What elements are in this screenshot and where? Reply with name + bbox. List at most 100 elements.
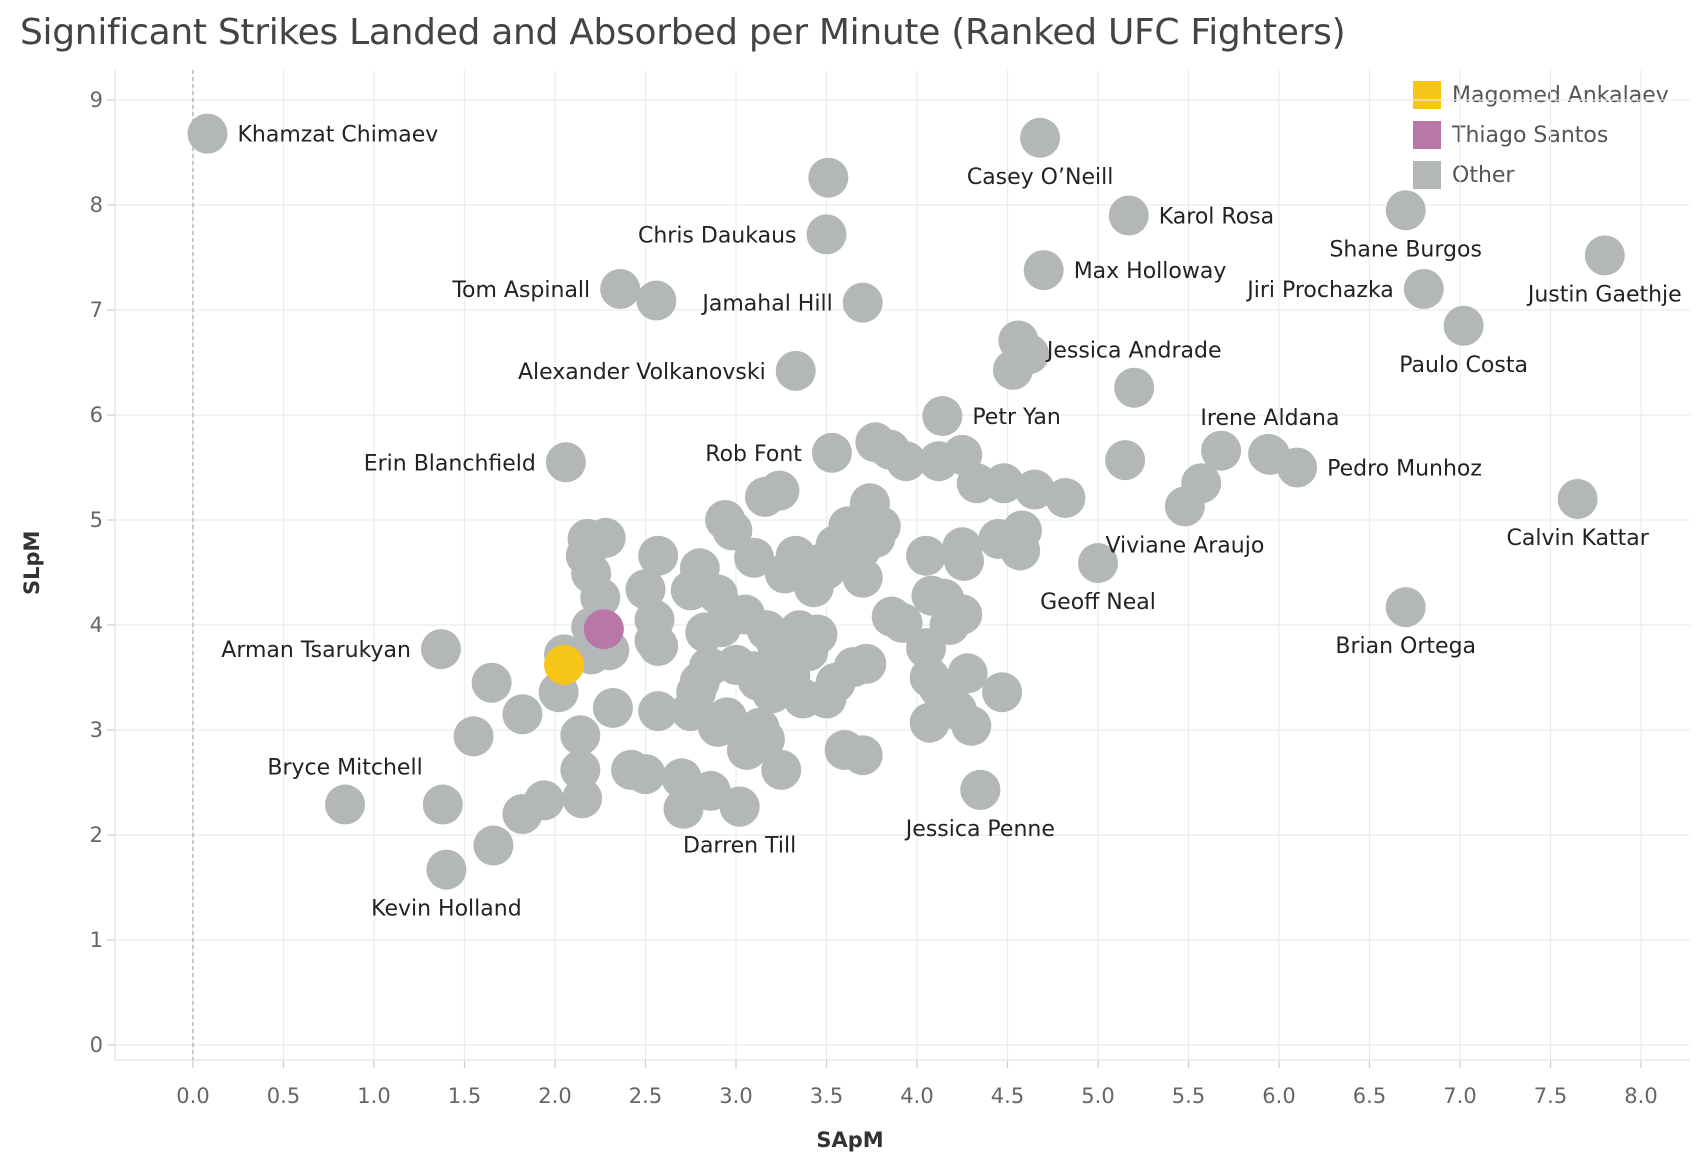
point-label: Shane Burgos [1329,237,1481,262]
data-point [697,706,738,747]
data-point [1443,305,1484,346]
data-point [636,280,677,321]
data-point [947,653,988,694]
data-point [638,691,679,732]
data-point [726,729,767,770]
point-label: Justin Gaethje [1526,282,1682,307]
data-point [944,540,985,581]
point-label: Irene Aldana [1200,406,1339,431]
data-point [799,544,840,585]
x-tick-label: 4.5 [991,1084,1024,1108]
point-label: Jiri Prochazka [1245,278,1394,303]
data-point [1557,479,1598,519]
data-point [842,282,883,323]
point-label: Arman Tsarukyan [221,638,411,663]
x-tick-label: 6.0 [1262,1084,1295,1108]
data-point [663,788,704,829]
x-tick-label: 7.5 [1534,1084,1567,1108]
data-point [1164,486,1205,527]
data-point [562,778,603,819]
point-label: Max Holloway [1074,259,1227,284]
data-point [942,594,983,635]
data-point [719,786,760,827]
point-label: Khamzat Chimaev [237,123,438,148]
point-label: Rob Font [705,442,802,467]
point-label: Karol Rosa [1159,205,1274,230]
data-point [855,517,896,558]
data-point [846,643,887,684]
data-point [1000,530,1041,571]
data-point [638,626,679,666]
data-point [661,758,702,799]
x-tick-label: 3.0 [719,1084,752,1108]
data-point [734,537,775,578]
x-tick-label: 6.5 [1353,1084,1386,1108]
legend-label: Thiago Santos [1452,122,1609,148]
data-point [600,269,641,309]
data-point [1020,117,1061,158]
data-point [808,157,849,198]
data-point [325,784,366,825]
legend-item-santos[interactable]: Thiago Santos [1413,115,1669,155]
x-tick-label: 2.0 [538,1084,571,1108]
legend-label: Other [1452,162,1515,188]
x-tick-label: 5.5 [1172,1084,1205,1108]
data-point [882,602,923,643]
data-point [842,735,883,776]
data-point [797,614,838,655]
data-points [187,113,1625,890]
y-tick-label: 1 [90,928,103,952]
data-point [960,769,1001,810]
data-point [811,432,852,473]
y-tick-label: 6 [90,403,103,427]
data-point [842,557,883,598]
data-point [906,628,947,669]
data-point [426,849,467,890]
data-point [420,629,461,670]
point-label: Calvin Kattar [1506,526,1649,551]
data-point [1201,430,1242,471]
point-label: Geoff Neal [1040,590,1156,615]
data-point [712,510,753,551]
point-label: Casey O’Neill [967,165,1114,190]
data-point [983,463,1024,504]
point-label: Jamahal Hill [700,292,832,317]
data-point [1584,235,1625,276]
data-point [775,350,816,391]
legend-item-ankalaev[interactable]: Magomed Ankalaev [1413,75,1669,115]
data-point [625,569,666,610]
legend-item-other[interactable]: Other [1413,155,1669,195]
data-point [982,672,1023,713]
data-point [992,349,1033,390]
data-point [592,687,633,728]
legend-label: Magomed Ankalaev [1452,82,1669,108]
data-point [638,535,679,576]
point-label: Jessica Penne [904,817,1055,842]
data-point [187,113,228,154]
x-axis-title: SApM [816,1128,884,1152]
y-tick-label: 0 [90,1033,103,1057]
data-point [560,749,601,790]
data-point [545,442,586,483]
point-label: Pedro Munhoz [1327,457,1482,482]
point-label: Alexander Volkanovski [518,360,766,385]
legend-swatch [1413,81,1441,109]
x-tick-label: 0.5 [267,1084,300,1108]
point-label: Kevin Holland [371,897,522,922]
point-label: Darren Till [683,834,796,859]
y-tick-label: 3 [90,718,103,742]
point-label: Jessica Andrade [1045,339,1222,364]
point-label: Bryce Mitchell [267,756,422,781]
y-tick-label: 2 [90,823,103,847]
data-point [1108,195,1149,236]
x-tick-label: 1.0 [357,1084,390,1108]
data-point [502,694,543,735]
legend-swatch [1413,121,1441,149]
data-point [560,715,601,756]
data-point [502,794,543,834]
y-tick-label: 5 [90,508,103,532]
data-point [1078,543,1118,584]
x-tick-label: 0.0 [176,1084,209,1108]
y-tick-label: 7 [90,298,103,322]
